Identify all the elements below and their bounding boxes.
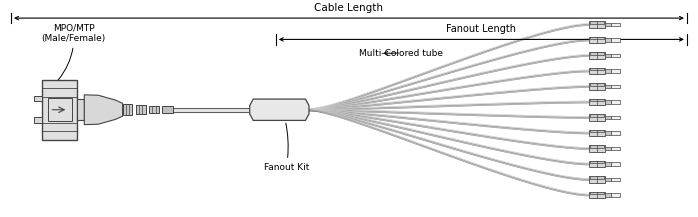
- Bar: [604, 178, 611, 181]
- Bar: [611, 193, 620, 197]
- Bar: [589, 52, 604, 59]
- Bar: [604, 23, 611, 26]
- Bar: [589, 83, 604, 90]
- Bar: [590, 37, 604, 39]
- Bar: [590, 99, 604, 101]
- Bar: [604, 193, 611, 197]
- Bar: [136, 105, 146, 114]
- Bar: [590, 68, 604, 70]
- Bar: [604, 69, 611, 73]
- Bar: [589, 99, 604, 105]
- Bar: [611, 100, 620, 104]
- Bar: [604, 100, 611, 104]
- Polygon shape: [84, 95, 123, 125]
- Bar: [149, 106, 159, 113]
- Bar: [611, 147, 620, 150]
- Bar: [590, 130, 604, 132]
- Bar: [604, 54, 611, 57]
- Bar: [77, 99, 84, 120]
- Bar: [43, 80, 77, 140]
- Bar: [589, 37, 604, 43]
- Bar: [589, 114, 604, 121]
- Bar: [611, 23, 620, 26]
- Bar: [611, 178, 620, 181]
- Bar: [611, 131, 620, 135]
- Bar: [589, 130, 604, 136]
- Bar: [611, 38, 620, 42]
- Bar: [604, 131, 611, 135]
- Bar: [589, 68, 604, 74]
- Text: Multi-Colored tube: Multi-Colored tube: [359, 49, 443, 58]
- Bar: [590, 145, 604, 148]
- Bar: [611, 85, 620, 88]
- Bar: [590, 176, 604, 179]
- Bar: [590, 114, 604, 117]
- Polygon shape: [250, 99, 309, 120]
- Bar: [589, 161, 604, 167]
- Bar: [604, 147, 611, 150]
- Bar: [590, 21, 604, 23]
- Bar: [589, 145, 604, 152]
- Bar: [163, 106, 174, 113]
- Text: Fanout Length: Fanout Length: [446, 24, 517, 34]
- Bar: [48, 98, 72, 122]
- Bar: [604, 38, 611, 42]
- Bar: [611, 162, 620, 166]
- Bar: [589, 21, 604, 28]
- Bar: [604, 162, 611, 166]
- Bar: [123, 104, 133, 115]
- Bar: [611, 69, 620, 73]
- Bar: [589, 176, 604, 183]
- Bar: [590, 52, 604, 54]
- Bar: [611, 116, 620, 119]
- Bar: [34, 117, 43, 123]
- Text: Cable Length: Cable Length: [315, 3, 383, 13]
- Bar: [590, 83, 604, 85]
- Bar: [611, 54, 620, 57]
- Bar: [589, 192, 604, 198]
- Bar: [590, 192, 604, 194]
- Bar: [604, 116, 611, 119]
- Bar: [604, 85, 611, 88]
- Text: Fanout Kit: Fanout Kit: [264, 123, 309, 172]
- Bar: [34, 96, 43, 101]
- Text: MPO/MTP
(Male/Female): MPO/MTP (Male/Female): [42, 23, 106, 80]
- Bar: [590, 161, 604, 163]
